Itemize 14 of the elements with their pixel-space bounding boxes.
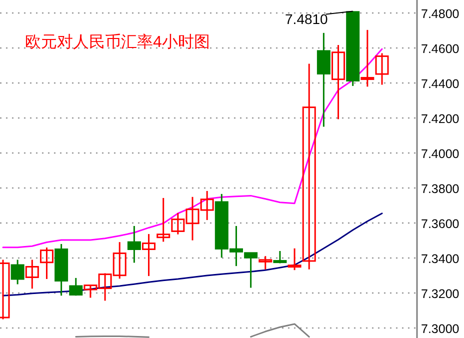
annotation: 7.4810 [285,11,328,28]
y-tick-label: 7.4200 [421,112,460,126]
y-tick-label: 7.4800 [421,6,460,21]
y-tick-label: 7.3800 [421,182,460,196]
y-tick-label: 7.3600 [421,217,460,231]
y-tick-label: 7.3200 [421,287,460,302]
y-tick-label: 7.3400 [421,252,460,266]
line-series [2,48,383,248]
y-tick-label: 7.3000 [421,322,460,336]
y-tick-label: 7.4000 [421,146,460,161]
y-tick-label: 7.4600 [421,42,460,56]
y-tick-label: 7.4400 [421,76,460,91]
text: 欧元对人民币汇率4小时图 [25,33,210,51]
line-series [2,212,383,296]
